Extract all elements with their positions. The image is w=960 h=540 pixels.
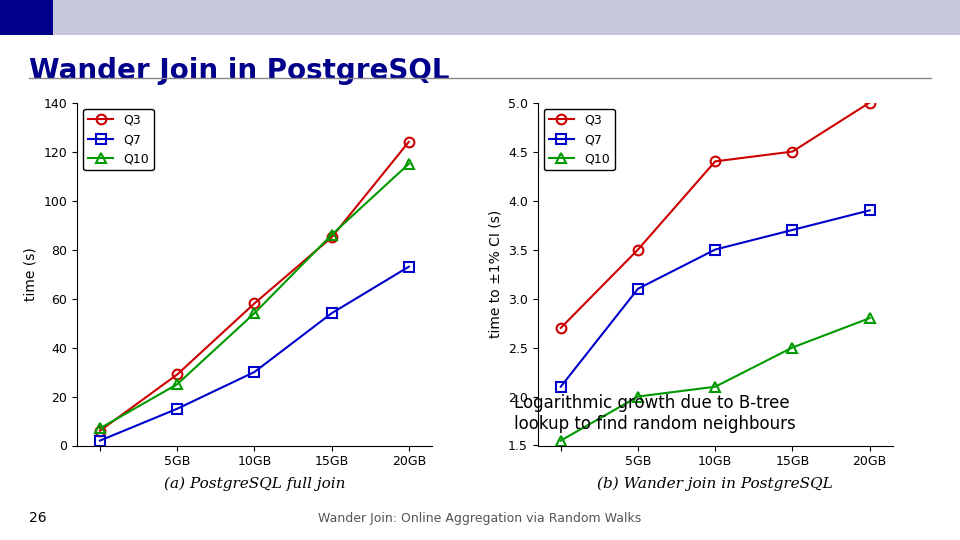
Q3 — [709, 158, 721, 165]
Line: Q3: Q3 — [95, 137, 414, 436]
Q3 — [172, 371, 183, 377]
Q7 — [249, 369, 260, 375]
Q10 — [786, 345, 798, 351]
Line: Q10: Q10 — [556, 313, 875, 446]
Q10 — [249, 310, 260, 316]
Q3 — [555, 325, 566, 331]
Q7 — [94, 437, 106, 444]
Q7 — [709, 246, 721, 253]
X-axis label: (a) PostgreSQL full join: (a) PostgreSQL full join — [163, 477, 346, 491]
Q10 — [172, 381, 183, 388]
Text: 26: 26 — [29, 511, 46, 525]
Q7 — [403, 264, 415, 270]
Q3 — [249, 300, 260, 307]
Q7 — [633, 286, 644, 292]
Q7 — [786, 227, 798, 233]
Q10 — [94, 425, 106, 431]
Q3 — [94, 428, 106, 434]
Q10 — [403, 160, 415, 167]
Q7 — [864, 207, 876, 214]
Line: Q3: Q3 — [556, 98, 875, 333]
Q7 — [172, 406, 183, 412]
Line: Q7: Q7 — [95, 262, 414, 446]
Q7 — [325, 310, 337, 316]
Text: Logarithmic growth due to B-tree
lookup to find random neighbours: Logarithmic growth due to B-tree lookup … — [514, 394, 795, 433]
Q3 — [633, 246, 644, 253]
Q10 — [633, 393, 644, 400]
Legend: Q3, Q7, Q10: Q3, Q7, Q10 — [544, 109, 614, 170]
Text: Wander Join: Online Aggregation via Random Walks: Wander Join: Online Aggregation via Rand… — [319, 512, 641, 525]
Legend: Q3, Q7, Q10: Q3, Q7, Q10 — [84, 109, 154, 170]
Q10 — [555, 437, 566, 444]
Q10 — [864, 315, 876, 321]
Line: Q7: Q7 — [556, 206, 875, 392]
Line: Q10: Q10 — [95, 159, 414, 433]
Q7 — [555, 383, 566, 390]
Q3 — [864, 99, 876, 106]
Y-axis label: time (s): time (s) — [24, 247, 37, 301]
Q3 — [786, 148, 798, 155]
Q3 — [403, 139, 415, 145]
Q3 — [325, 234, 337, 240]
Y-axis label: time to ±1% CI (s): time to ±1% CI (s) — [489, 210, 502, 338]
X-axis label: (b) Wander join in PostgreSQL: (b) Wander join in PostgreSQL — [597, 477, 833, 491]
Text: Wander Join in PostgreSQL: Wander Join in PostgreSQL — [29, 57, 449, 85]
Q10 — [709, 383, 721, 390]
Q10 — [325, 232, 337, 238]
